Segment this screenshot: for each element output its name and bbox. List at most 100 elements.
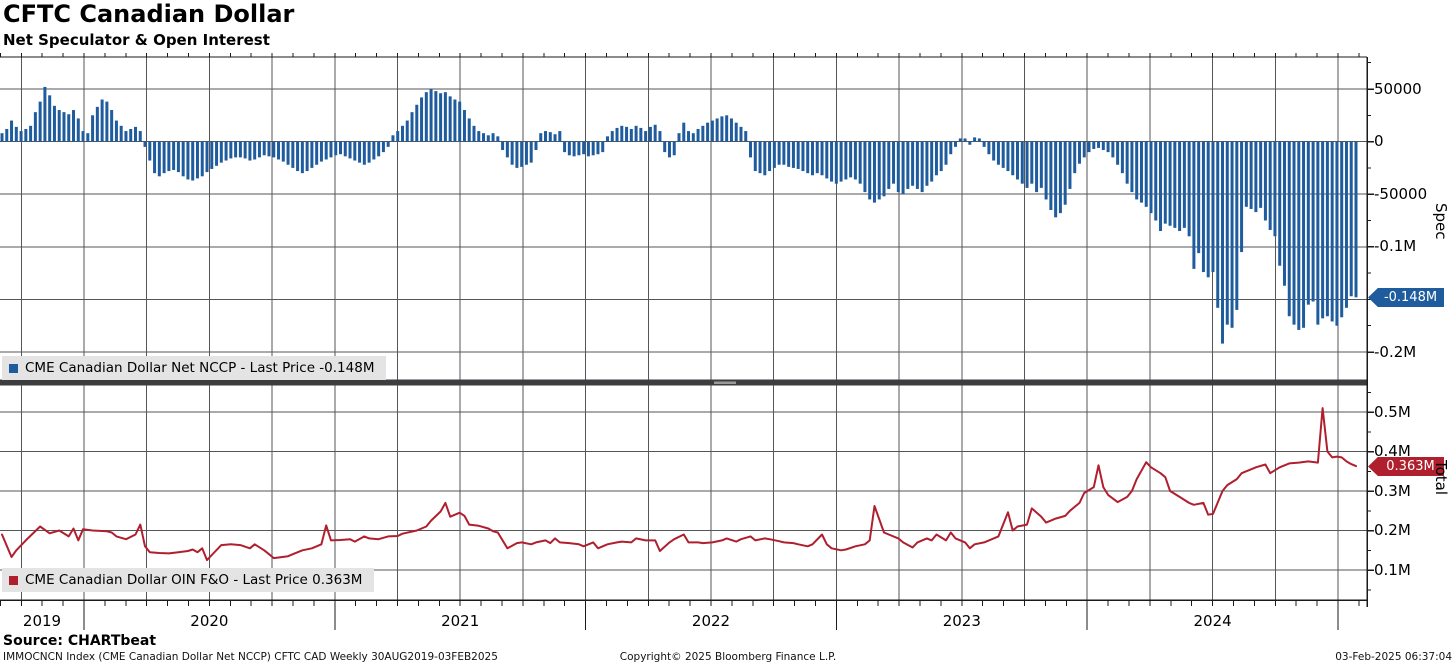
x-axis-year-label: 2023 [943, 612, 981, 630]
spec-bar [1321, 141, 1325, 319]
spec-bar [701, 125, 705, 142]
x-axis-year-label: 2020 [190, 612, 228, 630]
spec-bar [43, 86, 47, 142]
spec-bar [329, 141, 333, 158]
spec-bar [677, 133, 681, 142]
spec-bar [520, 141, 524, 167]
spec-bar [114, 120, 118, 142]
spec-bar [753, 141, 757, 172]
spec-bar [1116, 141, 1120, 165]
total-line [1, 407, 1357, 562]
spec-axis-title: Spec [1432, 203, 1450, 240]
total-ytick-label: 0.5M [1374, 402, 1411, 421]
spec-bar [1282, 141, 1286, 286]
spec-bar [605, 136, 609, 142]
panel-divider-handle[interactable] [714, 381, 736, 385]
spec-bar [1097, 141, 1101, 148]
spec-bar [205, 141, 209, 173]
footer-timestamp: 03-Feb-2025 06:37:04 [1335, 651, 1452, 663]
spec-bar [48, 95, 52, 142]
spec-bar [124, 131, 128, 142]
spec-bar [1221, 141, 1225, 344]
total-ytick-label: 0.1M [1374, 560, 1411, 579]
total-ytick-label: 0.3M [1374, 481, 1411, 500]
spec-bar [877, 141, 881, 200]
legend-total-series[interactable]: CME Canadian Dollar OIN F&O - Last Price… [2, 568, 375, 592]
spec-bar [143, 141, 147, 147]
spec-bar [1211, 141, 1215, 273]
spec-bar [162, 141, 166, 174]
x-axis-year-label: 2019 [23, 612, 61, 630]
last-price-badge-spec[interactable]: -0.148M [1368, 288, 1444, 307]
spec-bar [281, 141, 285, 162]
footer-ticker-info: IMMOCNCN Index (CME Canadian Dollar Net … [3, 651, 498, 663]
spec-bar [629, 128, 633, 142]
spec-ytick-label: -0.2M [1374, 342, 1417, 361]
spec-bar [467, 118, 471, 142]
legend-spec-series[interactable]: CME Canadian Dollar Net NCCP - Last Pric… [2, 356, 387, 380]
spec-bar [62, 112, 66, 142]
spec-bar [720, 116, 724, 142]
spec-bar [72, 110, 76, 142]
spec-bar [644, 131, 648, 142]
spec-bar [839, 141, 843, 182]
spec-bar [486, 135, 490, 142]
spec-bar [110, 110, 114, 142]
spec-bar [1216, 141, 1220, 308]
spec-bar [577, 141, 581, 156]
spec-ytick-label: -50000 [1374, 184, 1428, 203]
spec-bar [1273, 141, 1277, 237]
spec-bar [739, 126, 743, 142]
spec-bar [243, 141, 247, 159]
spec-bar [462, 110, 466, 142]
spec-bar [386, 141, 390, 147]
spec-bar [224, 141, 228, 161]
spec-bar [1235, 141, 1239, 310]
spec-bar [286, 141, 290, 165]
spec-bar [348, 141, 352, 159]
spec-bar [420, 97, 424, 142]
last-price-badge-total[interactable]: 0.363M [1368, 457, 1444, 476]
spec-bar [758, 141, 762, 174]
spec-bar [801, 141, 805, 172]
spec-bar [658, 131, 662, 142]
spec-bar [367, 141, 371, 163]
spec-bar [210, 141, 214, 169]
spec-bar [5, 128, 9, 142]
spec-bar [706, 122, 710, 142]
spec-bar [672, 141, 676, 156]
spec-bar [482, 133, 486, 142]
spec-bar [1001, 141, 1005, 168]
x-axis-year-label: 2022 [692, 612, 730, 630]
spec-bar [949, 141, 953, 155]
spec-bar [1030, 141, 1034, 184]
spec-bar [229, 141, 233, 159]
spec-bar [906, 141, 910, 189]
spec-bar [319, 141, 323, 162]
spec-bar [1058, 141, 1062, 214]
spec-bar [963, 138, 967, 142]
spec-bar [715, 118, 719, 142]
spec-bar [1111, 141, 1115, 158]
spec-bar [1354, 141, 1358, 298]
spec-bar [992, 141, 996, 161]
spec-bar [863, 141, 867, 193]
spec-bar [1020, 141, 1024, 184]
spec-bar [634, 125, 638, 142]
spec-bar [582, 141, 586, 155]
spec-bar [982, 141, 986, 147]
spec-bar [896, 141, 900, 193]
spec-bar [405, 120, 409, 142]
spec-bar [24, 128, 28, 142]
spec-bar [1106, 141, 1110, 153]
spec-bar [248, 141, 252, 161]
spec-bar [157, 141, 161, 177]
spec-bar [434, 91, 438, 142]
spec-bar [186, 141, 190, 180]
spec-bar [305, 141, 309, 172]
spec-bar [95, 106, 99, 142]
spec-bar [448, 96, 452, 142]
spec-bar [1125, 141, 1129, 184]
spec-bar [625, 126, 629, 142]
